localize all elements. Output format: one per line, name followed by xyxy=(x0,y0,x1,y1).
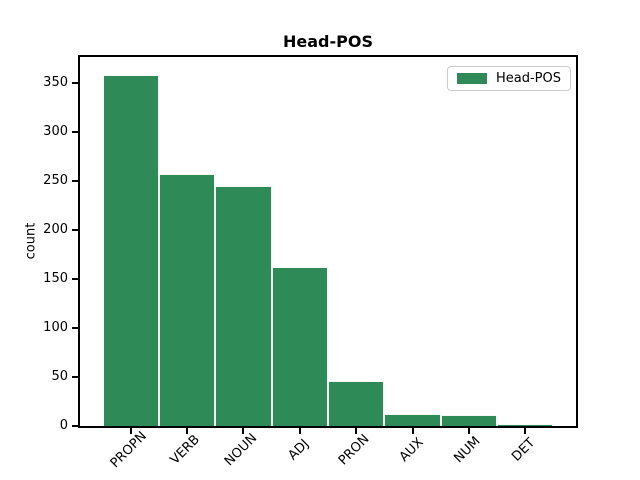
y-tick-label: 200 xyxy=(43,221,68,237)
bar-propn xyxy=(102,74,159,426)
x-tick-label-adj: ADJ xyxy=(285,436,313,464)
y-tick-mark xyxy=(72,130,78,133)
y-tick-label: 100 xyxy=(43,319,68,335)
y-tick-mark xyxy=(72,179,78,182)
x-tick-label-num: NUM xyxy=(451,433,484,467)
y-tick-mark xyxy=(72,326,78,329)
y-tick-mark xyxy=(72,425,78,427)
y-tick-mark xyxy=(72,81,78,84)
x-tick-label-aux: AUX xyxy=(396,435,427,465)
chart-title: Head-POS xyxy=(283,32,373,51)
x-tick-mark xyxy=(129,428,132,434)
x-tick-mark xyxy=(355,428,358,434)
y-tick-label: 350 xyxy=(43,74,68,90)
legend-swatch xyxy=(457,73,487,84)
legend: Head-POS xyxy=(447,66,572,91)
bar-adj xyxy=(271,267,328,426)
bar-pron xyxy=(328,380,385,426)
x-tick-label-det: DET xyxy=(509,435,539,465)
y-tick-label: 300 xyxy=(43,123,68,139)
y-tick-label: 50 xyxy=(51,368,68,384)
bar-det xyxy=(497,424,554,426)
x-tick-mark xyxy=(242,428,245,434)
x-tick-mark xyxy=(524,428,527,434)
y-tick-label: 150 xyxy=(43,270,68,286)
y-tick-mark xyxy=(72,277,78,280)
y-tick-label: 250 xyxy=(43,172,68,188)
x-tick-label-pron: PRON xyxy=(336,431,373,469)
x-tick-mark xyxy=(186,428,189,434)
bar-num xyxy=(440,415,498,426)
legend-label: Head-POS xyxy=(496,71,562,86)
x-tick-mark xyxy=(411,428,414,434)
bar-verb xyxy=(158,173,216,426)
bar-noun xyxy=(215,185,272,426)
x-tick-label-noun: NOUN xyxy=(222,430,261,470)
bar-aux xyxy=(384,414,441,426)
x-tick-label-verb: VERB xyxy=(167,432,204,468)
x-tick-label-propn: PROPN xyxy=(107,428,150,472)
x-tick-mark xyxy=(467,428,470,434)
x-tick-mark xyxy=(298,428,301,434)
y-tick-mark xyxy=(72,375,78,378)
y-tick-label: 0 xyxy=(59,418,68,433)
y-tick-mark xyxy=(72,228,78,231)
